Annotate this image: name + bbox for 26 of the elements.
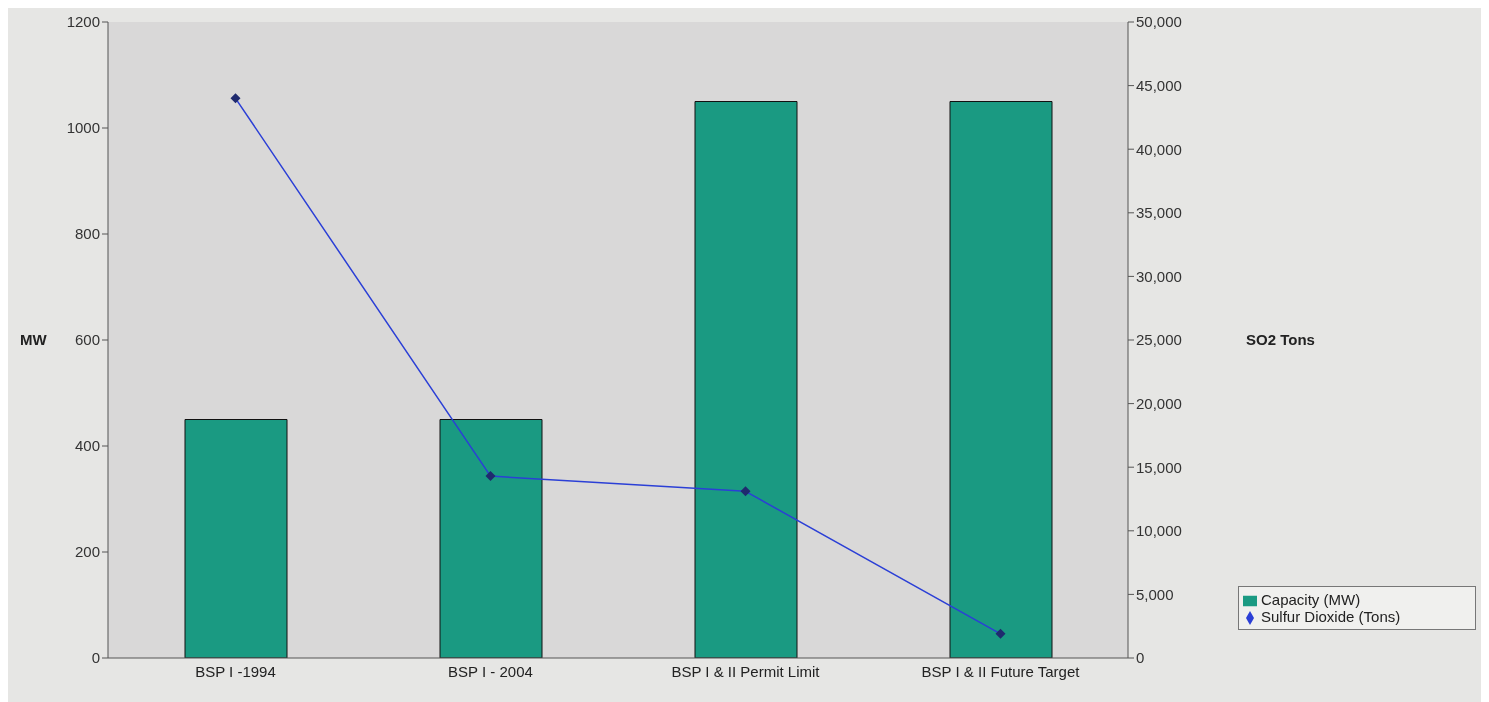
- y2-tick-label: 5,000: [1136, 585, 1174, 603]
- y2-tick-label: 10,000: [1136, 522, 1182, 540]
- y2-tick-label: 30,000: [1136, 267, 1182, 285]
- x-tick-label: BSP I & II Permit Limit: [671, 662, 821, 680]
- y-tick-label: 200: [74, 543, 100, 561]
- legend-label: Sulfur Dioxide (Tons): [1261, 607, 1401, 625]
- x-tick-label: BSP I -1994: [195, 662, 276, 680]
- y-tick-label: 0: [91, 649, 100, 667]
- y2-tick-label: 45,000: [1136, 76, 1182, 94]
- y2-tick-label: 50,000: [1136, 13, 1182, 31]
- legend-label: Capacity (MW): [1261, 590, 1361, 608]
- y2-tick-label: 20,000: [1136, 394, 1182, 412]
- y2-tick-label: 40,000: [1136, 140, 1182, 158]
- y2-axis-title: SO2 Tons: [1246, 331, 1315, 348]
- y-tick-label: 400: [74, 437, 100, 455]
- y2-tick-label: 25,000: [1136, 331, 1182, 349]
- y-tick-label: 800: [74, 225, 100, 243]
- y-tick-label: 1000: [66, 119, 100, 137]
- x-tick-label: BSP I - 2004: [448, 662, 533, 680]
- y2-tick-label: 35,000: [1136, 204, 1182, 222]
- x-tick-label: BSP I & II Future Target: [921, 662, 1081, 680]
- y-axis-title: MW: [20, 331, 48, 348]
- y2-tick-label: 0: [1136, 649, 1145, 667]
- y-tick-label: 600: [74, 331, 100, 349]
- y2-tick-label: 15,000: [1136, 458, 1182, 476]
- y-tick-label: 1200: [66, 13, 100, 31]
